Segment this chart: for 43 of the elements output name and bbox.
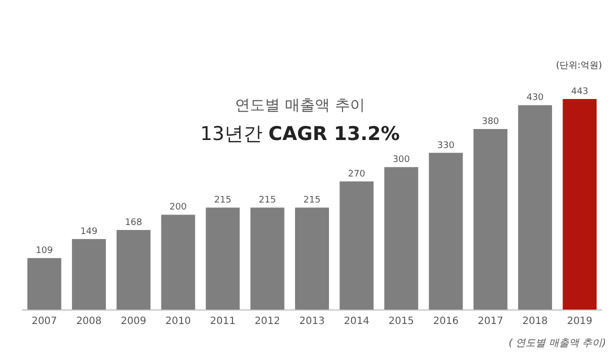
x-tick-label: 2019 — [566, 316, 592, 327]
x-tick-label: 2018 — [522, 316, 548, 327]
data-label: 200 — [170, 202, 188, 213]
bar — [474, 129, 508, 310]
text: ( 연도별 매출액 추이) — [508, 338, 606, 349]
chart-title: 연도별 매출액 추이 — [235, 96, 365, 114]
data-label: 149 — [80, 227, 98, 238]
x-tick-label: 2012 — [254, 316, 280, 327]
x-tick-label: 2014 — [344, 316, 370, 327]
x-tick-label: 2017 — [478, 316, 504, 327]
bar — [428, 152, 463, 310]
data-label: 109 — [36, 246, 54, 256]
data-label: 300 — [392, 155, 410, 166]
text: (단위:억원) — [556, 61, 602, 71]
bar — [116, 230, 150, 310]
data-label: 430 — [526, 93, 544, 104]
x-tick-label: 2011 — [210, 316, 236, 327]
data-label: 215 — [303, 196, 321, 206]
bar — [562, 99, 597, 310]
data-label: 330 — [437, 140, 455, 151]
bar — [27, 258, 62, 310]
bar — [206, 208, 240, 310]
bar — [340, 181, 374, 310]
x-tick-label: 2007 — [32, 316, 58, 327]
x-tick-label: 2016 — [433, 316, 459, 327]
bar — [250, 208, 284, 310]
data-label: 215 — [214, 196, 232, 206]
data-label: 380 — [482, 117, 500, 128]
x-tick-label: 2008 — [76, 316, 102, 327]
text: 13년간 CAGR 13.2% — [200, 123, 400, 145]
data-label: 168 — [124, 218, 142, 228]
bar — [72, 239, 106, 310]
x-tick-label: 2015 — [388, 316, 414, 327]
bar — [384, 167, 418, 310]
bar — [161, 214, 196, 310]
bar — [295, 208, 329, 310]
data-label: 270 — [348, 169, 366, 180]
bar — [518, 105, 552, 310]
x-tick-label: 2010 — [165, 316, 191, 327]
data-label: 215 — [258, 196, 276, 206]
data-label: 443 — [571, 87, 588, 97]
x-tick-label: 2013 — [299, 316, 325, 327]
x-tick-label: 2009 — [120, 316, 146, 327]
